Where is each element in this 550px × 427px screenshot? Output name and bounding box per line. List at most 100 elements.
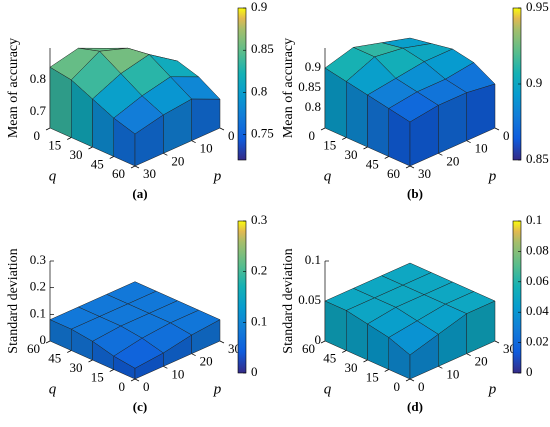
p-tick	[409, 378, 415, 382]
colorbar-tick-label: 0.2	[251, 263, 267, 278]
z-tick-label: 0.1	[30, 305, 46, 320]
q-tick	[342, 350, 347, 353]
z-tick-label: 0.8	[30, 71, 46, 86]
p-tick-label: 10	[475, 141, 488, 156]
q-tick	[88, 359, 93, 363]
z-tick-label: 0.1	[305, 252, 321, 267]
colorbar-tick-label: 0.3	[251, 212, 267, 227]
p-tick	[438, 153, 443, 156]
q-tick-label: 45	[366, 156, 379, 171]
z-tick-label: 0.7	[30, 103, 47, 118]
q-tick-label: 30	[345, 360, 358, 375]
q-tick-label: 15	[91, 369, 104, 384]
p-tick	[438, 366, 443, 369]
colorbar	[512, 220, 522, 374]
p-tick	[219, 340, 225, 344]
q-axis-label: q	[324, 168, 332, 184]
p-tick-label: 10	[446, 366, 459, 381]
q-tick	[109, 369, 114, 372]
colorbar-tick-label: 0.9	[251, 0, 267, 14]
z-tick-label: 0.9	[305, 59, 321, 74]
colorbar-tick-label: 0.1	[251, 313, 267, 328]
colorbar-tick-label: 0.04	[526, 303, 549, 318]
q-tick-label: 0	[34, 128, 41, 143]
p-tick-label: 20	[200, 354, 213, 369]
q-tick-label: 0	[394, 379, 401, 394]
q-tick	[109, 156, 114, 159]
p-tick-label: 0	[418, 379, 425, 394]
panel-label: (a)	[132, 186, 147, 201]
q-axis-label: q	[49, 168, 57, 184]
q-tick	[67, 350, 72, 353]
p-tick	[494, 340, 500, 344]
q-tick-label: 30	[70, 360, 83, 375]
p-tick	[494, 127, 500, 131]
surface-wall	[466, 83, 496, 142]
q-tick-label: 45	[91, 156, 104, 171]
p-tick-label: 10	[200, 141, 213, 156]
p-tick	[163, 366, 168, 369]
colorbar-tick-label: 0	[251, 364, 258, 379]
p-axis-label: p	[488, 381, 497, 397]
z-axis-label: Mean of accuracy	[6, 38, 21, 138]
p-axis-label: p	[488, 168, 497, 184]
p-tick-label: 20	[475, 354, 488, 369]
colorbar-tick-label: 0.85	[251, 41, 274, 56]
p-tick-label: 20	[171, 153, 184, 168]
q-tick-label: 45	[323, 350, 336, 365]
q-tick-label: 15	[366, 369, 379, 384]
p-tick-label: 30	[418, 166, 431, 181]
p-tick	[466, 140, 471, 143]
surface-wall	[409, 104, 439, 167]
q-tick-label: 30	[70, 147, 83, 162]
p-tick	[163, 153, 168, 156]
q-tick	[45, 127, 51, 131]
panel-label: (c)	[133, 399, 147, 414]
surface-wall	[466, 300, 496, 355]
q-tick-label: 60	[302, 341, 315, 356]
q-tick	[320, 340, 326, 344]
p-tick-label: 30	[143, 166, 156, 181]
colorbar-tick-label: 0.85	[526, 151, 549, 166]
q-tick	[130, 378, 136, 382]
z-tick-label: 0.2	[30, 279, 46, 294]
colorbar-tick-label: 0.08	[526, 242, 549, 257]
q-tick	[342, 137, 347, 140]
z-tick-label: 0.3	[30, 252, 46, 267]
q-axis-label: q	[324, 381, 332, 397]
z-tick-label: 0.85	[298, 79, 321, 94]
panel: 0.8 0.85 0.9 Mean of accuracy 0 15 30 45 60 0 10 20…	[281, 0, 549, 201]
p-tick	[466, 353, 471, 356]
p-tick	[191, 140, 196, 143]
panel-label: (d)	[407, 399, 423, 414]
p-tick-label: 0	[503, 128, 510, 143]
colorbar-tick-label: 0.02	[526, 334, 549, 349]
colorbar-tick-label: 0.06	[526, 273, 549, 288]
q-tick-label: 15	[323, 137, 336, 152]
q-tick-label: 60	[112, 166, 125, 181]
q-tick-label: 45	[48, 350, 61, 365]
q-tick	[405, 378, 411, 382]
surface-wall	[49, 66, 72, 138]
p-tick-label: 20	[446, 153, 459, 168]
z-tick-label: 0	[40, 332, 47, 347]
surface-wall	[191, 98, 221, 142]
q-tick	[363, 146, 368, 150]
q-tick	[88, 146, 93, 150]
q-tick-label: 15	[48, 137, 61, 152]
q-tick-label: 60	[27, 341, 40, 356]
z-axis-label: Standard deviation	[6, 248, 21, 353]
z-tick-label: 0	[315, 332, 322, 347]
q-tick	[384, 156, 389, 159]
z-axis-label: Standard deviation	[281, 248, 296, 353]
colorbar-tick-label: 0.9	[526, 75, 542, 90]
p-tick	[134, 378, 140, 382]
q-tick	[45, 340, 51, 344]
p-tick	[134, 165, 140, 169]
p-axis-label: p	[213, 168, 222, 184]
q-tick-label: 0	[119, 379, 126, 394]
p-tick	[219, 127, 225, 131]
q-tick	[130, 165, 136, 169]
